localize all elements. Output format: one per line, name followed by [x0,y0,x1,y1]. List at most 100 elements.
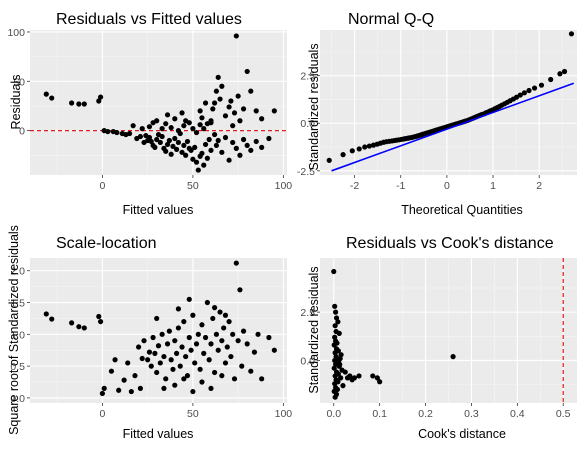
data-point [145,357,151,363]
data-point [244,341,250,347]
data-point [125,360,131,366]
data-point [159,331,165,337]
data-point [356,146,362,152]
data-point [108,368,115,374]
data-point [233,260,239,266]
data-point [168,125,174,131]
data-point [202,334,209,341]
y-tick-label: 0.5 [10,361,25,373]
data-point [195,331,201,337]
data-point [76,324,82,330]
y-axis-label: Standardized residuals [307,266,321,393]
data-point [215,347,221,353]
data-point [237,118,243,124]
data-point [157,139,163,146]
data-point [43,311,49,317]
data-point [201,350,207,356]
data-point [105,128,111,135]
data-point [557,71,563,77]
data-point [366,143,372,149]
data-point [76,101,82,107]
panel-1: 0 50 100 0 50 100 Residuals vs Fitted values Fi… [7,11,292,217]
data-point [154,369,160,376]
data-point [548,76,554,83]
data-point [173,350,180,356]
data-point [213,331,220,337]
data-point [199,150,205,156]
data-point [193,159,200,165]
data-point [181,142,187,149]
data-point [152,144,158,150]
data-point [164,141,171,148]
data-point [561,68,568,75]
data-point [179,344,185,350]
data-point [179,149,185,155]
data-point [231,376,238,382]
data-point [377,379,383,385]
data-point [146,349,153,355]
data-point [193,129,200,136]
y-tick-label: 0.0 [10,393,25,405]
data-point [212,100,218,106]
x-axis-label: Fitted values [123,203,194,217]
data-point [179,110,185,116]
data-point [208,147,214,153]
data-point [340,152,346,158]
data-point [230,139,236,146]
data-point [164,341,171,347]
data-point [150,334,156,341]
data-point [49,95,55,101]
data-point [531,85,538,91]
data-point [168,151,174,157]
data-point [213,142,220,149]
data-point [208,341,214,347]
data-point [146,134,153,141]
panel-background [320,30,577,175]
panel-background [30,258,287,403]
data-point [208,120,214,126]
data-point [226,104,232,110]
data-point [159,133,165,140]
data-point [335,379,341,385]
data-point [334,386,341,393]
data-point [222,113,229,119]
data-point [192,144,198,150]
data-point [253,108,259,114]
data-point [96,98,102,104]
panel-background [30,30,287,175]
data-point [139,126,145,132]
data-point [190,126,196,132]
data-point [331,268,337,275]
x-tick-label: 0.0 [326,408,341,420]
data-point [150,120,156,126]
data-point [228,98,234,104]
y-tick-label: 50 [13,76,25,88]
data-point [338,352,344,358]
data-point [204,155,210,161]
data-point [202,141,209,148]
data-point [96,313,102,320]
data-point [163,376,169,382]
data-point [210,106,216,112]
data-point [215,137,221,144]
x-axis-label: Cook's distance [418,427,506,441]
data-point [219,373,225,379]
data-point [222,312,229,318]
data-point [370,373,376,379]
data-point [222,134,229,141]
data-point [148,363,154,369]
data-point [335,348,341,354]
data-point [137,133,144,140]
data-point [132,373,138,379]
y-tick-label: 2.5 [300,71,315,83]
x-tick-label: 50 [187,408,199,420]
y-tick-label: 100 [7,27,25,39]
data-point [334,340,340,346]
x-tick-label: 100 [275,408,293,420]
y-tick-label: 1.5 [10,298,25,310]
data-point [199,379,205,385]
data-point [204,299,210,306]
data-point [190,388,196,395]
data-point [351,375,358,381]
y-tick-label: 0 [19,126,25,138]
